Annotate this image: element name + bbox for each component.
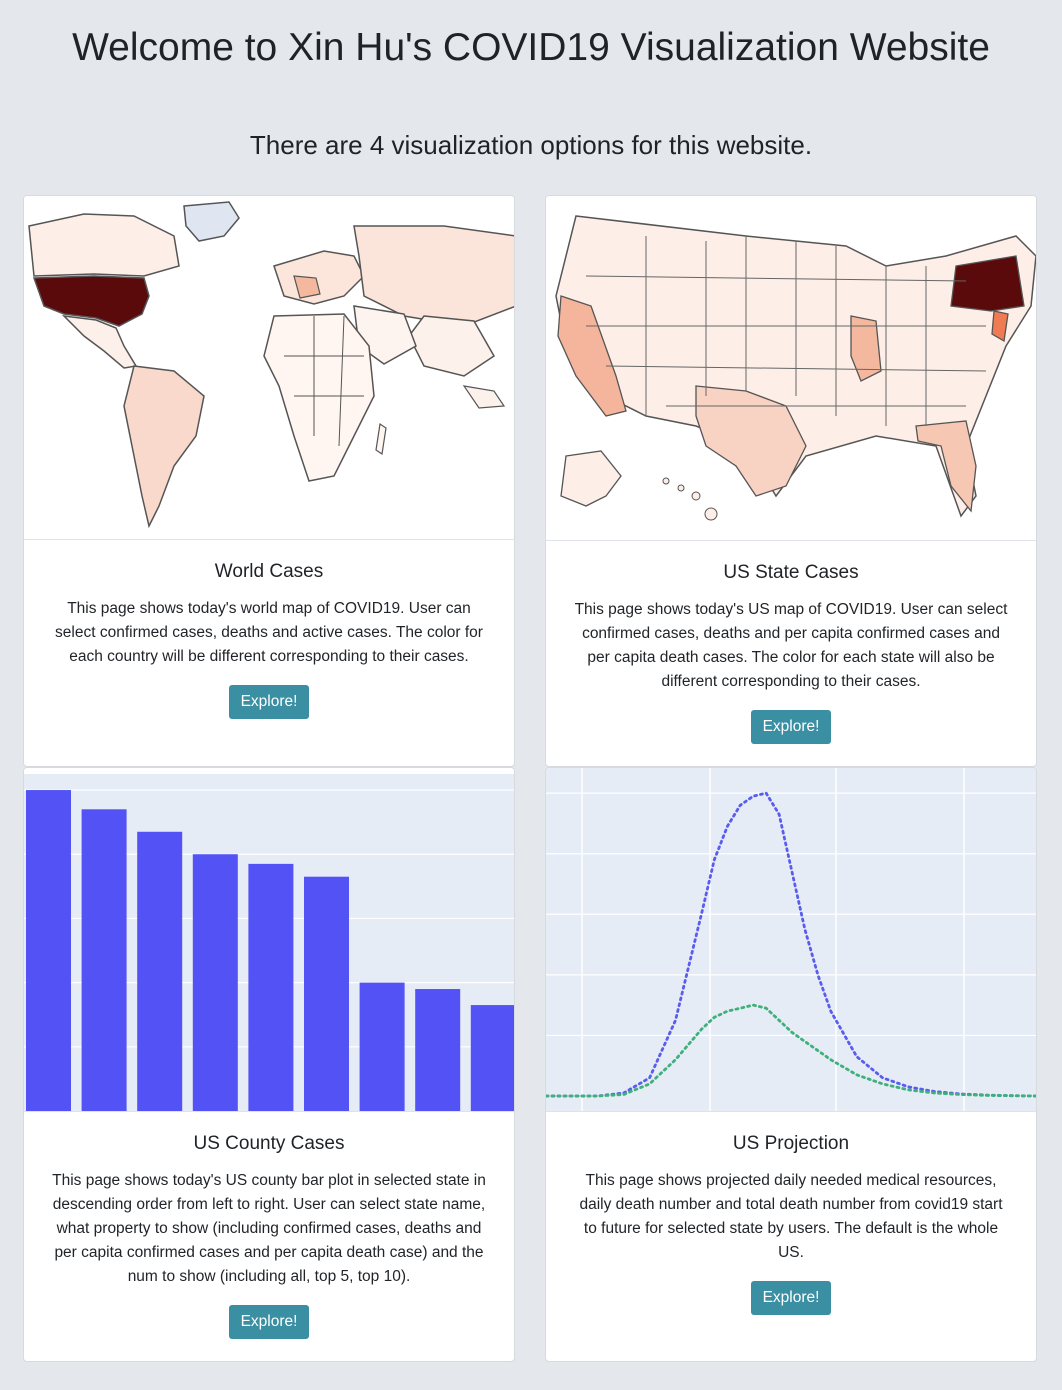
bar	[304, 876, 349, 1111]
world-map	[24, 196, 514, 539]
explore-us-county-button[interactable]: Explore!	[228, 1305, 310, 1339]
page-title: Welcome to Xin Hu's COVID19 Visualizatio…	[72, 26, 990, 69]
world-map-image	[24, 196, 514, 540]
page-subtitle: There are 4 visualization options for th…	[249, 130, 813, 160]
card-title-us-county: US County Cases	[193, 1133, 345, 1154]
us-state-map-image	[546, 196, 1036, 541]
projection-line-chart-image	[546, 768, 1036, 1112]
card-description-us-county: This page shows today's US county bar pl…	[52, 1172, 486, 1285]
bar	[470, 1005, 514, 1111]
explore-world-button[interactable]: Explore!	[228, 685, 310, 719]
bar	[137, 831, 183, 1111]
bar	[415, 989, 461, 1111]
card-title-us-projection: US Projection	[732, 1133, 850, 1154]
card-description-us-state: This page shows today's US map of COVID1…	[574, 601, 1008, 690]
series-line	[546, 1003, 1036, 1098]
county-bar-chart-image	[24, 768, 514, 1112]
bar	[248, 863, 294, 1111]
card-description-us-projection: This page shows projected daily needed m…	[579, 1172, 1003, 1261]
card-us-county-cases: US County Cases This page shows today's …	[23, 767, 515, 1362]
explore-us-projection-button[interactable]: Explore!	[750, 1281, 832, 1315]
projection-line-chart	[546, 768, 1036, 1111]
explore-us-state-button[interactable]: Explore!	[750, 710, 832, 744]
county-bar-chart	[24, 774, 514, 1111]
card-us-state-cases: US State Cases This page shows today's U…	[545, 195, 1037, 767]
series-line	[546, 791, 1036, 1098]
bar	[359, 982, 405, 1111]
card-title-us-state: US State Cases	[723, 562, 859, 583]
card-title-world: World Cases	[214, 561, 324, 582]
card-description-world: This page shows today's world map of COV…	[55, 600, 483, 665]
bar	[26, 790, 71, 1111]
bar	[192, 854, 238, 1111]
bar	[81, 809, 127, 1111]
card-us-projection: US Projection This page shows projected …	[545, 767, 1037, 1362]
us-state-map	[546, 196, 1036, 540]
card-world-cases: World Cases This page shows today's worl…	[23, 195, 515, 767]
